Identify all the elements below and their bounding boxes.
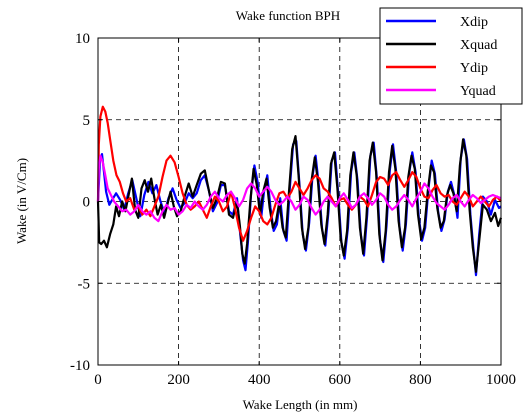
series-layer (96, 105, 503, 277)
y-tick-label: 10 (75, 31, 90, 47)
legend-label: Xquad (460, 38, 497, 53)
chart-title: Wake function BPH (236, 8, 340, 23)
y-axis-label: Wake (in V/Cm) (14, 158, 29, 244)
axis-ticks: 0 200 400 600 800 1000 -10 -5 0 5 10 (70, 31, 516, 388)
legend-box (379, 7, 523, 105)
y-tick-label: -10 (70, 358, 90, 374)
legend-label: Xdip (460, 15, 488, 30)
y-tick-label: 0 (83, 195, 91, 211)
x-tick-label: 1000 (486, 372, 516, 388)
x-tick-label: 600 (329, 372, 352, 388)
x-tick-label: 0 (94, 372, 102, 388)
series-line-yquad (96, 154, 502, 223)
y-tick-label: -5 (78, 276, 91, 292)
y-tick-label: 5 (83, 113, 91, 129)
x-tick-label: 800 (409, 372, 432, 388)
x-tick-label: 200 (167, 372, 190, 388)
legend-label: Yquad (460, 84, 496, 99)
legend-label: Ydip (460, 61, 488, 76)
x-tick-label: 400 (248, 372, 271, 388)
x-axis-label: Wake Length (in mm) (243, 397, 358, 412)
legend: Xdip Xquad Ydip Yquad (379, 7, 523, 105)
